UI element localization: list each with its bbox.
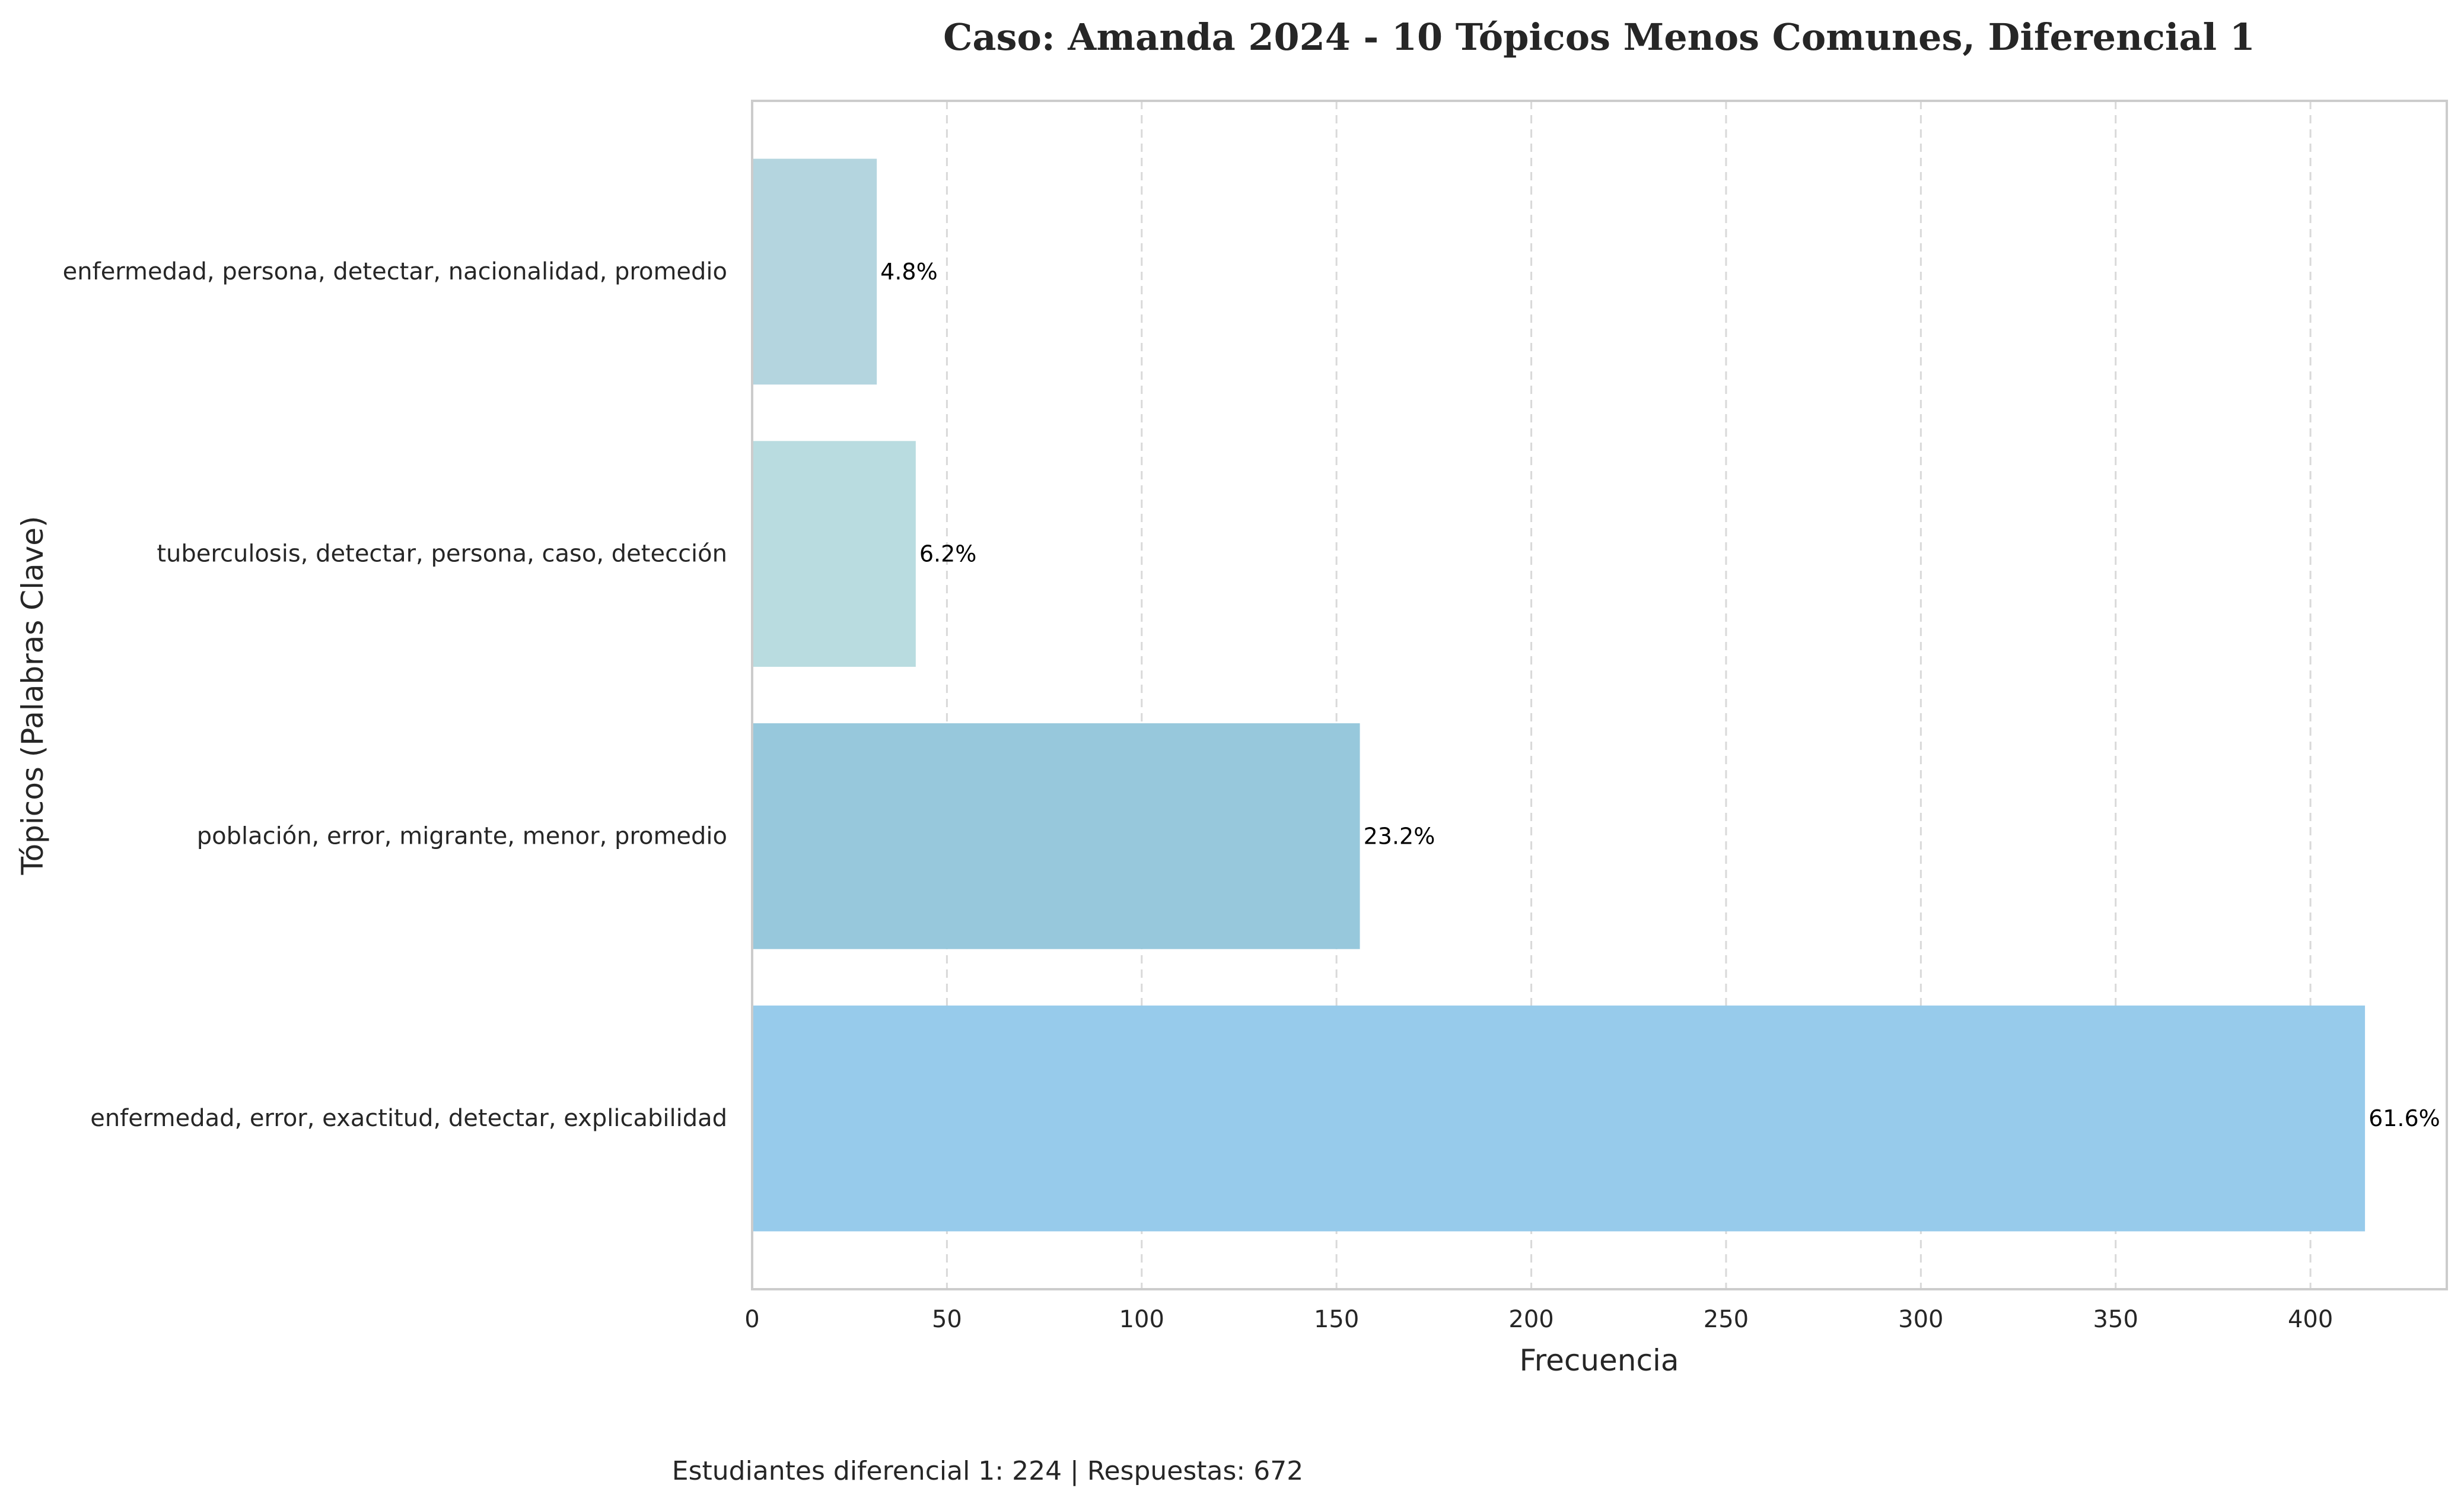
x-tick-label: 200: [1508, 1306, 1553, 1333]
y-tick-labels: enfermedad, persona, detectar, nacionali…: [63, 258, 727, 1132]
chart-title: Caso: Amanda 2024 - 10 Tópicos Menos Com…: [943, 15, 2255, 59]
y-tick-label: tuberculosis, detectar, persona, caso, d…: [157, 540, 727, 568]
x-tick-label: 400: [2288, 1306, 2333, 1333]
bar: [753, 441, 916, 667]
y-tick-label: población, error, migrante, menor, prome…: [197, 822, 727, 850]
y-tick-label: enfermedad, persona, detectar, nacionali…: [63, 258, 727, 285]
x-tick-label: 100: [1119, 1306, 1164, 1333]
x-tick-label: 50: [932, 1306, 962, 1333]
data-labels: 4.8% 6.2% 23.2% 61.6%: [880, 259, 2440, 1131]
x-axis-label: Frecuencia: [1520, 1343, 1679, 1378]
bar: [753, 158, 877, 385]
x-tick-label: 250: [1704, 1306, 1749, 1333]
bars: [753, 158, 2366, 1232]
footnote: Estudiantes diferencial 1: 224 | Respues…: [672, 1456, 1303, 1486]
data-label: 6.2%: [919, 541, 977, 567]
x-tick-label: 300: [1898, 1306, 1943, 1333]
x-tick-label: 0: [744, 1306, 759, 1333]
x-tick-label: 350: [2093, 1306, 2138, 1333]
data-label: 4.8%: [880, 259, 938, 285]
y-tick-label: enfermedad, error, exactitud, detectar, …: [90, 1105, 727, 1132]
x-tick-labels: 0 50 100 150 200 250 300 350 400: [744, 1306, 2333, 1333]
bar: [753, 723, 1360, 949]
y-axis-label: Tópicos (Palabras Clave): [15, 516, 50, 875]
data-label: 61.6%: [2369, 1105, 2440, 1131]
data-label: 23.2%: [1364, 823, 1435, 849]
bar: [753, 1005, 2366, 1232]
plot-frame: [751, 100, 2448, 1290]
x-tick-label: 150: [1314, 1306, 1359, 1333]
